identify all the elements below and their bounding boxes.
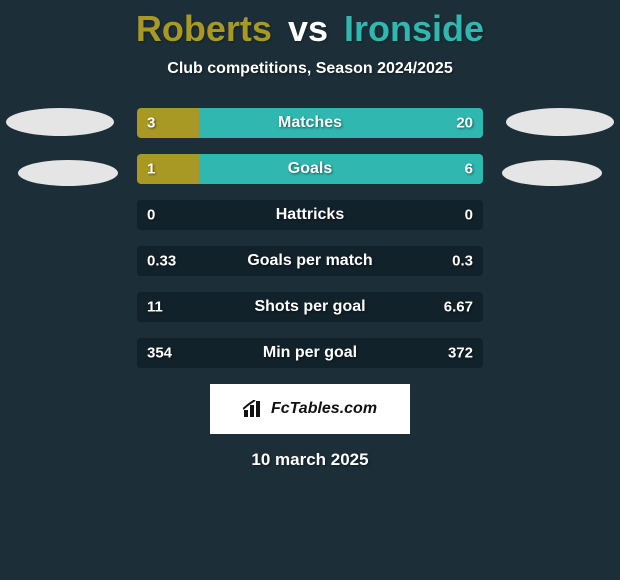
player-right-avatar-shadow-2: [502, 160, 602, 186]
brand-text: FcTables.com: [271, 400, 377, 418]
stat-label: Matches: [137, 114, 483, 132]
stats-list: 3Matches20 1Goals6 0Hattricks0 0.33Goals pe…: [137, 108, 483, 368]
stat-row: 0Hattricks0: [137, 200, 483, 230]
stat-value-right: 6: [465, 161, 473, 178]
player-right-name: Ironside: [344, 8, 484, 49]
brand-badge: FcTables.com: [210, 384, 410, 434]
stat-value-right: 0.3: [452, 253, 473, 270]
stat-row: 0.33Goals per match0.3: [137, 246, 483, 276]
player-left-name: Roberts: [136, 8, 272, 49]
player-right-avatar-shadow: [506, 108, 614, 136]
stat-label: Shots per goal: [137, 298, 483, 316]
stat-label: Min per goal: [137, 344, 483, 362]
stat-value-right: 6.67: [444, 299, 473, 316]
stat-value-right: 20: [456, 115, 473, 132]
body-area: 3Matches20 1Goals6 0Hattricks0 0.33Goals pe…: [0, 108, 620, 368]
player-left-avatar-shadow: [6, 108, 114, 136]
vs-label: vs: [288, 8, 328, 49]
subtitle: Club competitions, Season 2024/2025: [0, 60, 620, 78]
stat-row: 11Shots per goal6.67: [137, 292, 483, 322]
stat-value-right: 0: [465, 207, 473, 224]
stat-row: 3Matches20: [137, 108, 483, 138]
stat-label: Hattricks: [137, 206, 483, 224]
stat-label: Goals: [137, 160, 483, 178]
stat-label: Goals per match: [137, 252, 483, 270]
player-left-avatar-shadow-2: [18, 160, 118, 186]
page-title: Roberts vs Ironside: [0, 0, 620, 50]
stat-value-right: 372: [448, 345, 473, 362]
stat-row: 1Goals6: [137, 154, 483, 184]
bar-chart-icon: [243, 400, 265, 418]
date-label: 10 march 2025: [0, 450, 620, 470]
comparison-card: Roberts vs Ironside Club competitions, S…: [0, 0, 620, 580]
stat-row: 354Min per goal372: [137, 338, 483, 368]
